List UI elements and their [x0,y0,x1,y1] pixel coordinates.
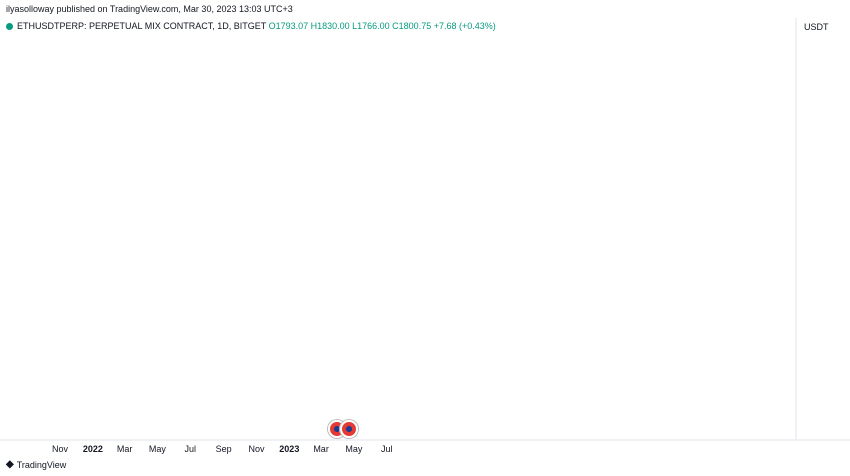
currency-label: USDT [804,22,829,32]
time-axis-tick: Nov [52,444,69,454]
publish-info: ilyasolloway published on TradingView.co… [6,4,293,14]
time-axis-tick: 2022 [83,444,103,454]
tradingview-logo-icon: ◆​ [6,459,14,470]
time-axis-tick: Jul [185,444,197,454]
market-status-icon [6,23,13,31]
brand-name: TradingView [16,459,67,470]
time-axis-tick: Nov [248,444,265,454]
time-axis-tick: Jul [381,444,393,454]
time-axis-tick: Sep [216,444,232,454]
symbol-title: ETHUSDTPERP: PERPETUAL MIX CONTRACT, 1D,… [17,21,267,31]
symbol-legend[interactable]: ETHUSDTPERP: PERPETUAL MIX CONTRACT, 1D,… [6,21,496,31]
time-axis-tick: May [345,444,363,454]
time-axis-tick: 2023 [279,444,299,454]
us-flag-event-icon[interactable] [339,420,358,438]
footer: ◆​ TradingView [6,459,66,470]
time-axis-tick: May [149,444,167,454]
time-axis-tick: Mar [117,444,133,454]
ohlc-values: O1793.07 H1830.00 L1766.00 C1800.75 +7.6… [268,21,496,31]
time-axis-tick: Mar [313,444,329,454]
